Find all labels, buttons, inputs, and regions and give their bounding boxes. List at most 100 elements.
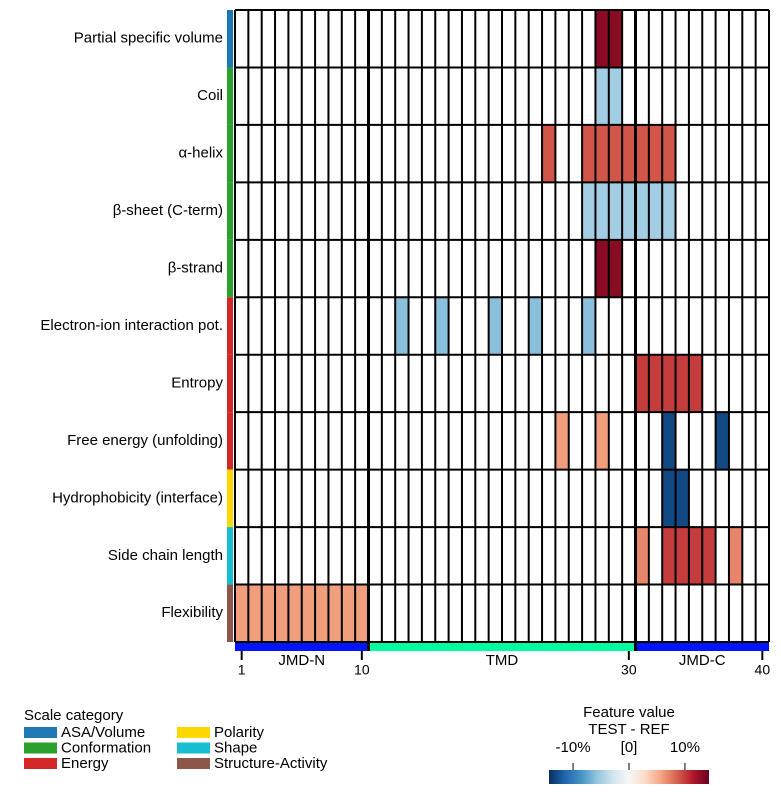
legend-label: ASA/Volume bbox=[61, 724, 145, 741]
heat-cell bbox=[582, 182, 596, 240]
heat-cell bbox=[435, 297, 449, 355]
heat-cell bbox=[341, 584, 356, 642]
heat-cell bbox=[595, 182, 609, 240]
region-label: JMD-C bbox=[679, 652, 726, 669]
heat-cell bbox=[648, 124, 663, 183]
heat-cell bbox=[635, 182, 649, 240]
row-label: β-sheet (C-term) bbox=[113, 202, 223, 219]
heat-cell bbox=[662, 527, 676, 585]
heat-cell bbox=[648, 354, 663, 413]
colorbar-title: TEST - REF bbox=[588, 721, 669, 738]
heat-cell bbox=[235, 584, 249, 642]
legend-swatch bbox=[24, 758, 57, 769]
heat-cell bbox=[675, 527, 689, 585]
heat-cell bbox=[582, 297, 596, 355]
row-label: Entropy bbox=[171, 374, 223, 391]
legend-label: Polarity bbox=[214, 724, 265, 741]
heat-cell bbox=[608, 67, 623, 125]
heat-cell bbox=[608, 124, 623, 183]
heat-cell bbox=[595, 124, 609, 183]
category-strip bbox=[227, 354, 233, 413]
x-tick-label: 30 bbox=[621, 662, 637, 678]
heat-cell bbox=[261, 584, 276, 642]
region-bar bbox=[235, 643, 369, 651]
row-label: α-helix bbox=[178, 145, 223, 162]
colorbar-tick-label: 10% bbox=[670, 739, 700, 756]
legend-swatch bbox=[177, 758, 210, 769]
row-label: Hydrophobicity (interface) bbox=[52, 489, 223, 506]
category-strip bbox=[227, 469, 233, 528]
category-strip bbox=[227, 124, 233, 183]
heat-cell bbox=[635, 124, 649, 183]
region-label: TMD bbox=[486, 652, 519, 669]
heat-cell bbox=[662, 182, 676, 240]
heat-cell bbox=[488, 297, 502, 355]
legend-swatch bbox=[24, 742, 57, 754]
legend-label: Energy bbox=[61, 755, 109, 772]
x-tick-label: 40 bbox=[755, 662, 771, 678]
row-label: Side chain length bbox=[108, 547, 223, 564]
category-strip bbox=[227, 67, 233, 125]
heat-cell bbox=[248, 584, 262, 642]
heat-cell bbox=[635, 354, 649, 413]
heat-cell bbox=[555, 412, 569, 470]
row-label: Partial specific volume bbox=[74, 30, 223, 47]
legend-title: Scale category bbox=[24, 707, 124, 724]
heat-cell bbox=[328, 584, 342, 642]
heat-cell bbox=[595, 10, 609, 68]
heat-cell bbox=[648, 182, 663, 240]
heat-cell bbox=[528, 297, 543, 355]
colorbar-tick-label: [0] bbox=[621, 739, 638, 756]
category-strip bbox=[227, 182, 233, 240]
heat-cell bbox=[301, 584, 316, 642]
category-strip bbox=[227, 412, 233, 470]
heat-cell bbox=[315, 584, 329, 642]
category-strip bbox=[227, 239, 233, 298]
heat-cell bbox=[662, 469, 676, 528]
heat-cell bbox=[288, 584, 302, 642]
row-label: Free energy (unfolding) bbox=[67, 432, 223, 449]
x-tick-label: 1 bbox=[238, 662, 246, 678]
heat-cell bbox=[662, 124, 676, 183]
heat-cell bbox=[675, 469, 689, 528]
row-label: β-strand bbox=[168, 260, 223, 277]
heat-cell bbox=[715, 412, 729, 470]
category-strip bbox=[227, 297, 233, 355]
heat-cell bbox=[622, 182, 636, 240]
heat-cell bbox=[395, 297, 409, 355]
category-strip bbox=[227, 10, 233, 68]
heat-cell bbox=[595, 239, 609, 298]
legend-swatch bbox=[177, 742, 210, 754]
heat-cell bbox=[595, 412, 609, 470]
heat-cell bbox=[622, 124, 636, 183]
heat-cell bbox=[688, 354, 703, 413]
heat-cell bbox=[608, 10, 623, 68]
heat-cell bbox=[728, 527, 743, 585]
x-tick-label: 10 bbox=[354, 662, 370, 678]
heat-cell bbox=[635, 527, 649, 585]
heat-cell bbox=[542, 124, 556, 183]
category-strip bbox=[227, 584, 233, 642]
region-bar bbox=[635, 643, 769, 651]
legend-label: Structure-Activity bbox=[214, 755, 328, 772]
legend-label: Conformation bbox=[61, 739, 151, 756]
region-bar bbox=[368, 643, 636, 651]
heat-cell bbox=[608, 182, 623, 240]
category-strip bbox=[227, 527, 233, 585]
colorbar-tick-label: -10% bbox=[556, 739, 591, 756]
legend-swatch bbox=[24, 727, 57, 738]
heat-cell bbox=[688, 527, 703, 585]
legend-label: Shape bbox=[214, 739, 257, 756]
legend-swatch bbox=[177, 727, 210, 738]
heat-cell bbox=[662, 412, 676, 470]
region-label: JMD-N bbox=[278, 652, 325, 669]
heat-cell bbox=[582, 124, 596, 183]
heat-cell bbox=[355, 584, 369, 642]
heat-cell bbox=[595, 67, 609, 125]
row-label: Flexibility bbox=[161, 604, 223, 621]
heat-cell bbox=[675, 354, 689, 413]
heat-cell bbox=[702, 527, 716, 585]
heat-cell bbox=[608, 239, 623, 298]
heat-cell bbox=[275, 584, 289, 642]
